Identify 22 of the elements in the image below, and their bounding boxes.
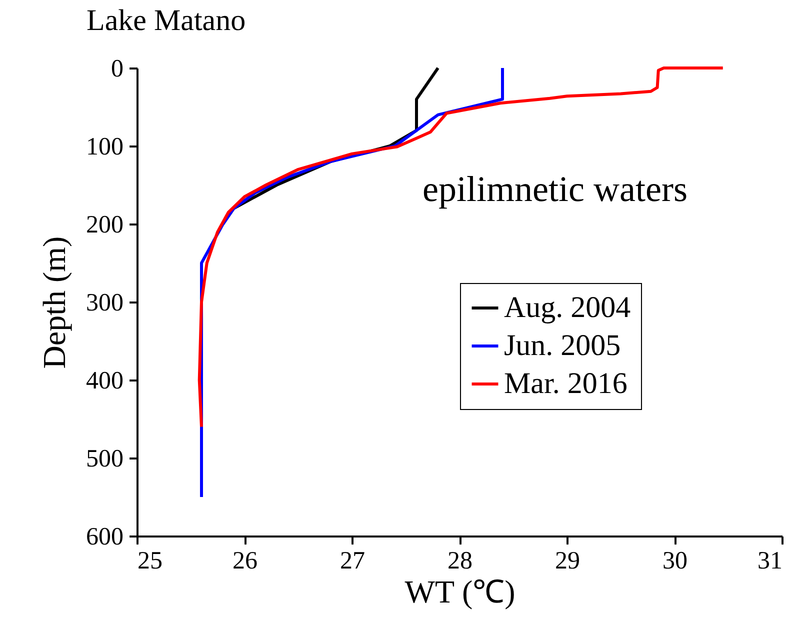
x-tick-label: 25 <box>138 548 162 574</box>
x-tick-label: 29 <box>555 548 580 574</box>
x-tick-label: 27 <box>340 548 365 574</box>
legend-label: Aug. 2004 <box>504 291 631 324</box>
x-tick-label: 26 <box>232 548 258 574</box>
y-tick-label: 100 <box>86 134 124 160</box>
chart-title: Lake Matano <box>86 4 246 37</box>
legend-label: Jun. 2005 <box>504 329 621 362</box>
x-tick-label: 30 <box>662 548 688 574</box>
y-axis-title: Depth (m) <box>36 236 72 369</box>
y-tick-label: 200 <box>86 212 124 238</box>
x-axis-title: WT (℃) <box>404 574 516 610</box>
y-tick-label: 500 <box>86 446 124 472</box>
legend-label: Mar. 2016 <box>504 367 628 400</box>
line-series <box>198 66 724 428</box>
y-tick-label: 600 <box>86 524 124 550</box>
x-tick-label: 28 <box>448 548 472 574</box>
y-tick-label: 300 <box>86 290 124 316</box>
y-tick-label: 400 <box>86 368 124 394</box>
x-tick-label: 31 <box>758 548 782 574</box>
annotation: epilimnetic waters <box>422 169 688 209</box>
y-tick-label: 0 <box>111 56 124 82</box>
